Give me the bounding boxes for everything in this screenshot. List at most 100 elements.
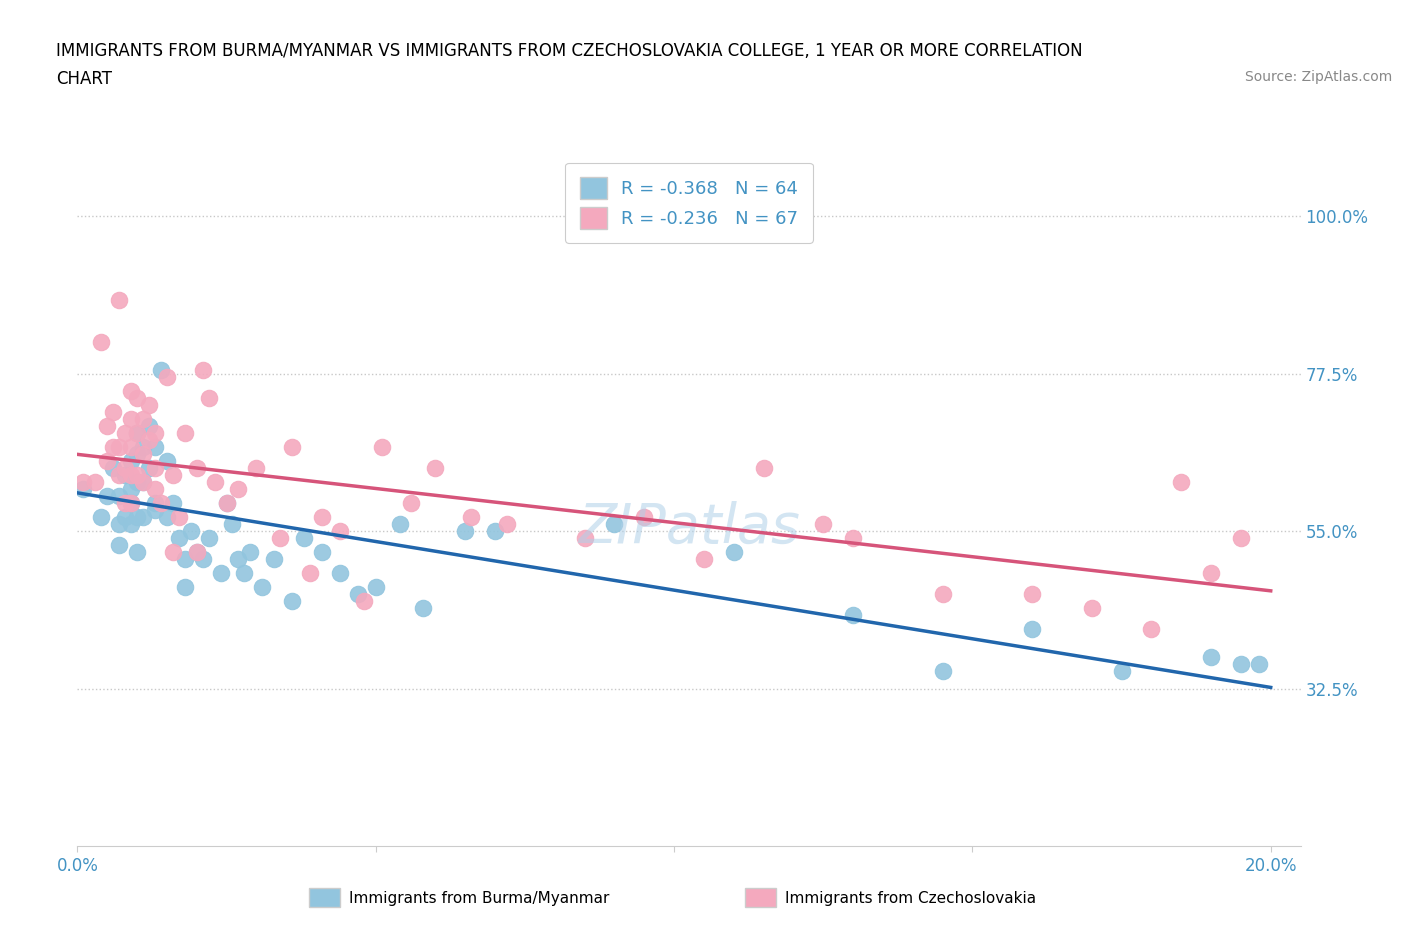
Point — [269, 531, 291, 546]
Point — [693, 551, 716, 566]
Text: CHART: CHART — [56, 70, 112, 87]
Point — [454, 524, 477, 538]
Point — [162, 545, 184, 560]
Point — [138, 433, 160, 448]
Point — [496, 517, 519, 532]
Point — [108, 517, 131, 532]
Point — [1140, 622, 1163, 637]
Point — [263, 551, 285, 566]
Point — [72, 482, 94, 497]
Point — [120, 482, 142, 497]
Point — [603, 517, 626, 532]
Point — [143, 496, 166, 511]
Point — [132, 475, 155, 490]
Point — [156, 510, 179, 525]
Point — [1199, 565, 1222, 580]
Point — [186, 545, 208, 560]
Point — [120, 412, 142, 427]
Point — [90, 510, 112, 525]
Point — [1247, 657, 1270, 671]
Point — [132, 440, 155, 455]
Point — [1230, 531, 1253, 546]
Point — [143, 461, 166, 476]
Point — [281, 440, 304, 455]
Point — [1021, 622, 1043, 637]
Text: Immigrants from Burma/Myanmar: Immigrants from Burma/Myanmar — [349, 891, 609, 906]
Point — [120, 496, 142, 511]
Point — [90, 335, 112, 350]
Point — [167, 510, 190, 525]
Point — [125, 468, 148, 483]
Point — [96, 418, 118, 433]
Point — [752, 461, 775, 476]
Point — [125, 545, 148, 560]
Point — [228, 482, 250, 497]
Point — [329, 524, 352, 538]
Point — [125, 475, 148, 490]
Point — [101, 461, 124, 476]
Point — [1080, 601, 1102, 616]
Point — [197, 391, 219, 405]
Point — [125, 510, 148, 525]
Point — [209, 565, 232, 580]
Point — [149, 363, 172, 378]
Text: Source: ZipAtlas.com: Source: ZipAtlas.com — [1244, 70, 1392, 84]
Point — [138, 418, 160, 433]
Point — [143, 503, 166, 518]
Point — [143, 482, 166, 497]
Point — [149, 496, 172, 511]
Point — [811, 517, 834, 532]
Text: ZIPatlas: ZIPatlas — [578, 500, 800, 553]
Point — [1230, 657, 1253, 671]
Point — [114, 426, 136, 441]
Text: IMMIGRANTS FROM BURMA/MYANMAR VS IMMIGRANTS FROM CZECHOSLOVAKIA COLLEGE, 1 YEAR : IMMIGRANTS FROM BURMA/MYANMAR VS IMMIGRA… — [56, 42, 1083, 60]
Point — [186, 461, 208, 476]
Point — [221, 517, 243, 532]
Point — [120, 440, 142, 455]
Point — [96, 489, 118, 504]
Point — [931, 587, 953, 602]
Point — [311, 545, 333, 560]
Point — [311, 510, 333, 525]
Point — [245, 461, 267, 476]
Point — [173, 580, 195, 595]
Point — [114, 468, 136, 483]
Point — [125, 426, 148, 441]
Point — [156, 370, 179, 385]
Point — [120, 496, 142, 511]
Point — [412, 601, 434, 616]
Point — [120, 384, 142, 399]
Point — [143, 440, 166, 455]
Point — [1021, 587, 1043, 602]
Point — [292, 531, 315, 546]
Point — [204, 475, 226, 490]
Point — [138, 398, 160, 413]
Point — [191, 363, 214, 378]
Point — [162, 496, 184, 511]
Point — [108, 489, 131, 504]
Point — [215, 496, 238, 511]
Point — [125, 447, 148, 462]
Point — [125, 391, 148, 405]
Point — [233, 565, 256, 580]
Point — [842, 531, 865, 546]
Point — [125, 426, 148, 441]
Point — [72, 475, 94, 490]
Point — [132, 412, 155, 427]
Point — [353, 594, 375, 609]
Point — [186, 545, 208, 560]
Point — [1199, 650, 1222, 665]
Point — [173, 426, 195, 441]
Point — [138, 461, 160, 476]
Point — [191, 551, 214, 566]
Point — [401, 496, 423, 511]
Point — [574, 531, 596, 546]
Point — [96, 454, 118, 469]
Point — [108, 293, 131, 308]
Point — [931, 664, 953, 679]
Point — [370, 440, 392, 455]
Point — [228, 551, 250, 566]
Point — [114, 510, 136, 525]
Point — [388, 517, 411, 532]
Point — [252, 580, 274, 595]
